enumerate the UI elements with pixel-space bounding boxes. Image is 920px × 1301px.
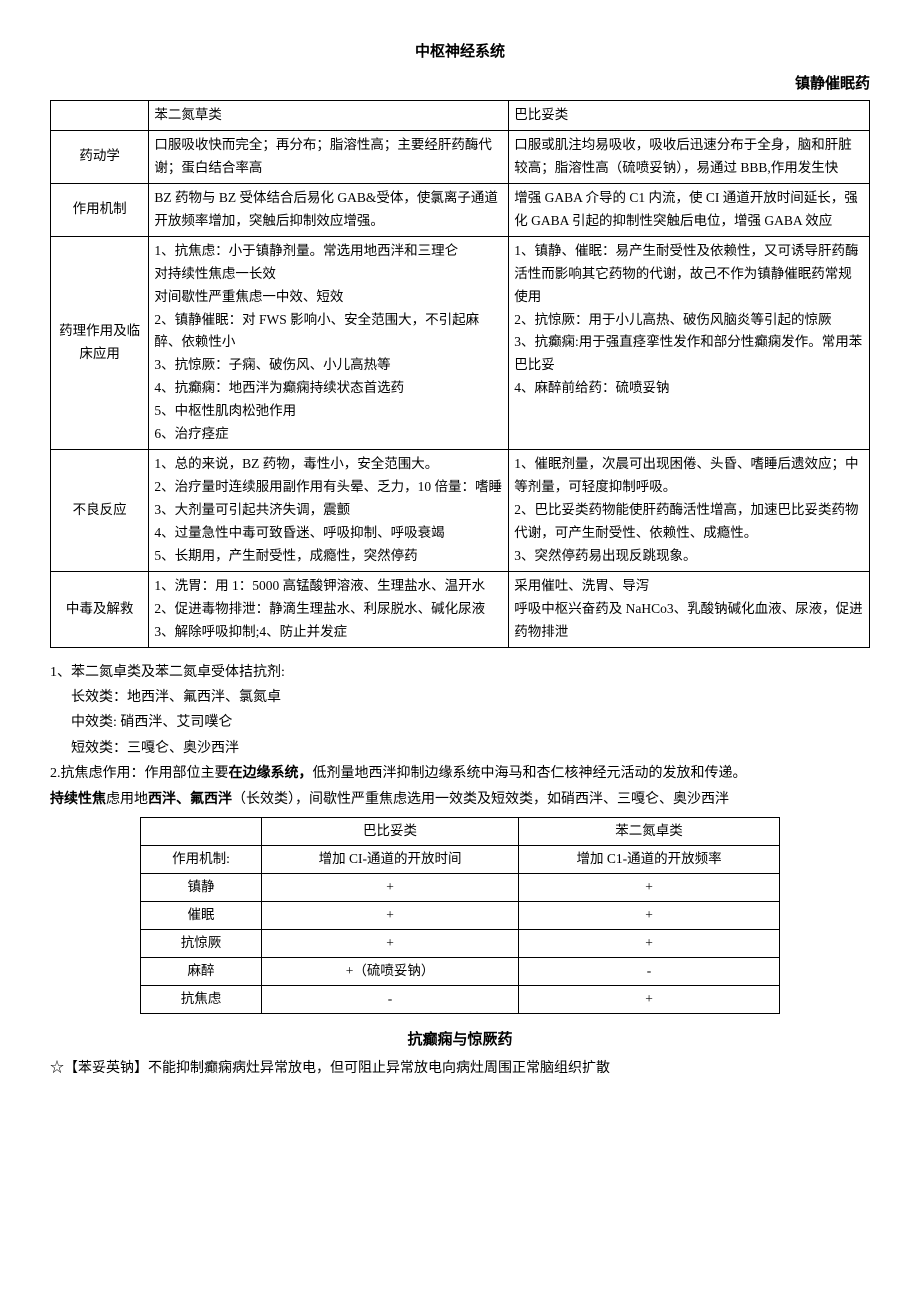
note-3-bold1: 持续性焦 [50, 792, 106, 807]
table-row: 作用机制 BZ 药物与 BZ 受体结合后易化 GAB&受体，使氯离子通道开放频率… [51, 183, 870, 236]
t2-r3-l: 抗惊厥 [141, 929, 262, 957]
t2-h-c2: 巴比妥类 [262, 817, 519, 845]
note-2-pre: 2.抗焦虑作用：作用部位主要 [50, 766, 229, 781]
comparison-table-2: 巴比妥类 苯二氮卓类 作用机制: 增加 CI-通道的开放时间 增加 C1-通道的… [140, 817, 780, 1014]
t2-r0-c2: 增加 CI-通道的开放时间 [262, 845, 519, 873]
t2-r4-l: 麻醉 [141, 957, 262, 985]
table-row: 催眠 + + [141, 901, 780, 929]
footnote: ☆【苯妥英钠】不能抑制癫痫病灶异常放电，但可阻止异常放电向病灶周围正常脑组织扩散 [50, 1058, 870, 1080]
t2-r4-c3: - [519, 957, 780, 985]
t1-r3-c2: 1、总的来说，BZ 药物，毒性小，安全范围大。 2、治疗量时连续服用副作用有头晕… [149, 450, 509, 572]
note-1b: 中效类: 硝西泮、艾司噗仑 [50, 712, 870, 734]
t2-r0-c3: 增加 C1-通道的开放频率 [519, 845, 780, 873]
t2-r1-l: 镇静 [141, 873, 262, 901]
t1-header-col3: 巴比妥类 [509, 101, 870, 131]
t2-h-c3: 苯二氮卓类 [519, 817, 780, 845]
note-2-mid: 低剂量地西泮抑制边缘系统中海马和杏仁核神经元活动的发放和传递。 [313, 766, 747, 781]
t1-r1-label: 作用机制 [51, 183, 149, 236]
note-1: 1、苯二氮卓类及苯二氮卓受体拮抗剂: [50, 662, 870, 684]
t2-r0-l: 作用机制: [141, 845, 262, 873]
t2-r2-c2: + [262, 901, 519, 929]
t2-r3-c3: + [519, 929, 780, 957]
t1-r4-c3: 采用催吐、洗胃、导泻 呼吸中枢兴奋药及 NaHCo3、乳酸钠碱化血液、尿液，促进… [509, 571, 870, 647]
table-row: 镇静 + + [141, 873, 780, 901]
note-3: 持续性焦虑用地西泮、氟西泮（长效类），间歇性严重焦虑选用一效类及短效类，如硝西泮… [50, 789, 870, 811]
t1-r4-label: 中毒及解救 [51, 571, 149, 647]
page-title: 中枢神经系统 [50, 40, 870, 64]
note-1c: 短效类：三嘎仑、奥沙西泮 [50, 738, 870, 760]
t2-h-blank [141, 817, 262, 845]
notes-block: 1、苯二氮卓类及苯二氮卓受体拮抗剂: 长效类：地西泮、氟西泮、氯氮卓 中效类: … [50, 662, 870, 811]
t2-r5-c2: - [262, 985, 519, 1013]
t2-r1-c3: + [519, 873, 780, 901]
table-row: 抗惊厥 + + [141, 929, 780, 957]
comparison-table-1: 苯二氮草类 巴比妥类 药动学 口服吸收快而完全；再分布；脂溶性高；主要经肝药酶代… [50, 100, 870, 648]
t2-r4-c2: +（硫喷妥钠） [262, 957, 519, 985]
note-3-mid2: （长效类），间歇性严重焦虑选用一效类及短效类，如硝西泮、三嘎仑、奥沙西泮 [232, 792, 729, 807]
note-3-mid1: 虑用地 [106, 792, 148, 807]
table-row: 药理作用及临床应用 1、抗焦虑：小于镇静剂量。常选用地西泮和三理仑 对持续性焦虑… [51, 236, 870, 449]
table-row: 抗焦虑 - + [141, 985, 780, 1013]
t1-r0-label: 药动学 [51, 130, 149, 183]
t1-r3-c3: 1、催眠剂量，次晨可出现困倦、头昏、嗜睡后遗效应；中等剂量，可轻度抑制呼吸。 2… [509, 450, 870, 572]
note-1a: 长效类：地西泮、氟西泮、氯氮卓 [50, 687, 870, 709]
note-2-bold: 在边缘系统， [229, 766, 313, 781]
table-row: 药动学 口服吸收快而完全；再分布；脂溶性高；主要经肝药酶代谢；蛋白结合率高 口服… [51, 130, 870, 183]
table-row: 不良反应 1、总的来说，BZ 药物，毒性小，安全范围大。 2、治疗量时连续服用副… [51, 450, 870, 572]
t1-r0-c3: 口服或肌注均易吸收，吸收后迅速分布于全身，脑和肝脏较高；脂溶性高（硫喷妥钠），易… [509, 130, 870, 183]
t1-r1-c3: 增强 GABA 介导的 C1 内流，使 CI 通道开放时间延长，强化 GABA … [509, 183, 870, 236]
note-2: 2.抗焦虑作用：作用部位主要在边缘系统，低剂量地西泮抑制边缘系统中海马和杏仁核神… [50, 763, 870, 785]
t2-r5-c3: + [519, 985, 780, 1013]
t1-header-col2: 苯二氮草类 [149, 101, 509, 131]
table-row: 作用机制: 增加 CI-通道的开放时间 增加 C1-通道的开放频率 [141, 845, 780, 873]
subtitle-right: 镇静催眠药 [50, 72, 870, 96]
t1-r3-label: 不良反应 [51, 450, 149, 572]
table-row: 中毒及解救 1、洗胃：用 1：5000 高锰酸钾溶液、生理盐水、温开水 2、促进… [51, 571, 870, 647]
note-3-bold2: 西泮、氟西泮 [148, 792, 232, 807]
t2-r1-c2: + [262, 873, 519, 901]
t1-r2-label: 药理作用及临床应用 [51, 236, 149, 449]
section-2-title: 抗癫痫与惊厥药 [50, 1028, 870, 1052]
t1-header-blank [51, 101, 149, 131]
t2-r2-c3: + [519, 901, 780, 929]
t1-r4-c2: 1、洗胃：用 1：5000 高锰酸钾溶液、生理盐水、温开水 2、促进毒物排泄：静… [149, 571, 509, 647]
t2-r3-c2: + [262, 929, 519, 957]
t1-r0-c2: 口服吸收快而完全；再分布；脂溶性高；主要经肝药酶代谢；蛋白结合率高 [149, 130, 509, 183]
t1-r2-c2: 1、抗焦虑：小于镇静剂量。常选用地西泮和三理仑 对持续性焦虑一长效 对间歇性严重… [149, 236, 509, 449]
t2-r5-l: 抗焦虑 [141, 985, 262, 1013]
t1-r2-c3: 1、镇静、催眠：易产生耐受性及依赖性，又可诱导肝药酶活性而影响其它药物的代谢，故… [509, 236, 870, 449]
t2-r2-l: 催眠 [141, 901, 262, 929]
t1-r1-c2: BZ 药物与 BZ 受体结合后易化 GAB&受体，使氯离子通道开放频率增加，突触… [149, 183, 509, 236]
table-row: 麻醉 +（硫喷妥钠） - [141, 957, 780, 985]
